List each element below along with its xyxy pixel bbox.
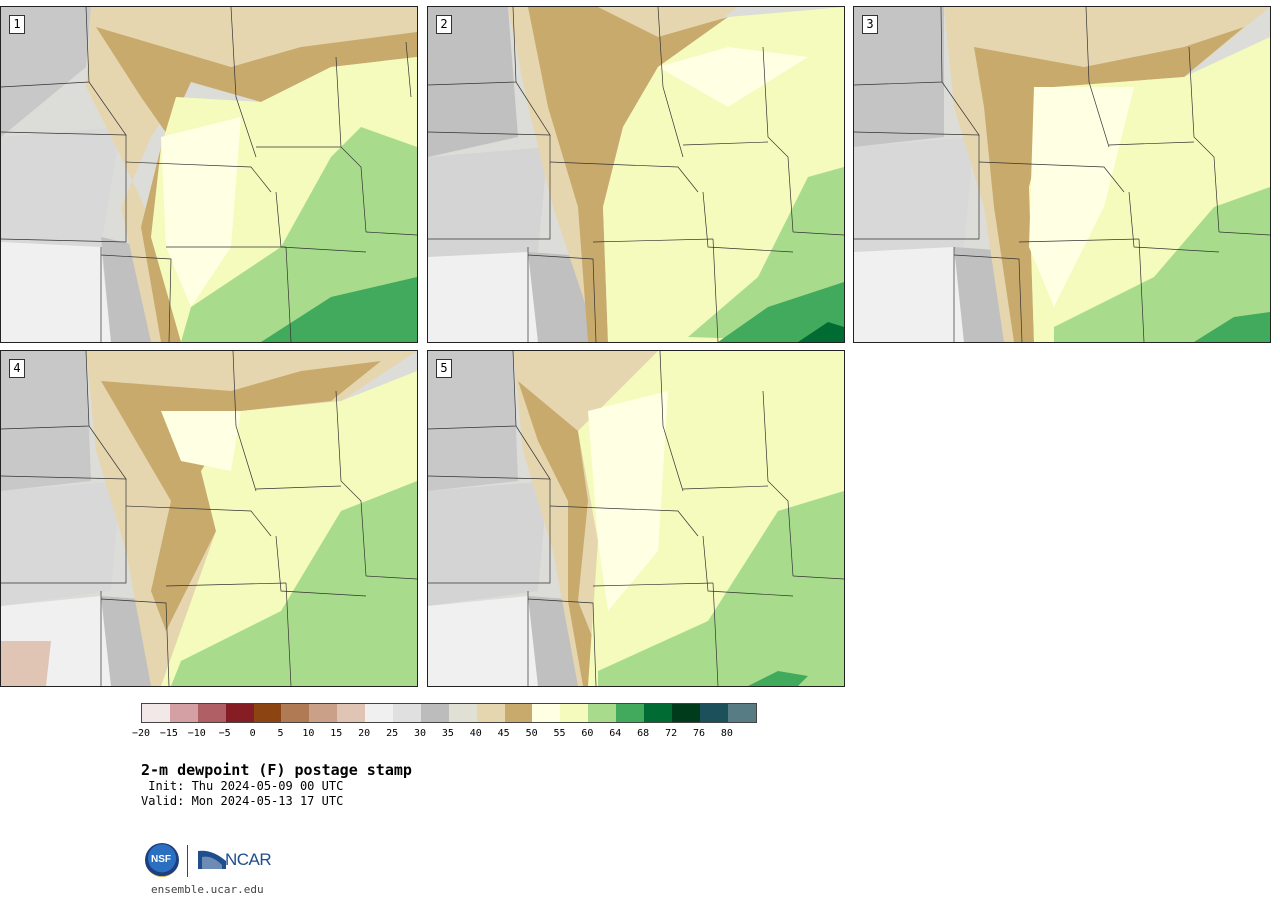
colorbar-tick-label: 68 [637, 728, 650, 739]
colorbar-swatch [309, 704, 338, 722]
colorbar-swatch [337, 704, 366, 722]
colorbar-swatch [644, 704, 672, 722]
site-url: ensemble.ucar.edu [151, 883, 264, 896]
colorbar-tick-label: 20 [358, 728, 371, 739]
dewpoint-map-2 [428, 7, 844, 342]
colorbar-tick-label: 15 [330, 728, 343, 739]
ncar-logo-icon [198, 850, 226, 869]
dewpoint-map-5 [428, 351, 844, 686]
logo-divider [187, 845, 188, 877]
colorbar-tick-label: 5 [277, 728, 284, 739]
colorbar-swatch [393, 704, 421, 722]
colorbar-swatch [142, 704, 170, 722]
postage-stamp-panel-4: 4 [0, 350, 418, 687]
postage-stamp-panel-5: 5 [427, 350, 845, 687]
colorbar-swatch [169, 704, 198, 722]
colorbar-swatch [588, 704, 617, 722]
panel-number: 2 [436, 15, 452, 34]
colorbar-tick-label: 0 [249, 728, 256, 739]
dewpoint-map-3 [854, 7, 1270, 342]
colorbar-tick-label: 60 [581, 728, 594, 739]
dewpoint-map-4 [1, 351, 417, 686]
colorbar-swatch [671, 704, 700, 722]
colorbar-tick-label: 45 [497, 728, 510, 739]
panel-number: 4 [9, 359, 25, 378]
ncar-logo-text: NCAR [225, 850, 272, 869]
colorbar-tick-label: 55 [553, 728, 566, 739]
colorbar-swatch [699, 704, 728, 722]
colorbar-tick-label: 64 [609, 728, 622, 739]
valid-time: Valid: Mon 2024-05-13 17 UTC [141, 794, 344, 808]
colorbar-swatch [420, 704, 449, 722]
colorbar-tick-label: −5 [218, 728, 231, 739]
colorbar-tick-label: 35 [441, 728, 454, 739]
colorbar-swatch [281, 704, 310, 722]
postage-stamp-panel-2: 2 [427, 6, 845, 343]
colorbar-swatch [365, 704, 394, 722]
colorbar-swatch [476, 704, 505, 722]
colorbar-swatch [504, 704, 533, 722]
init-time: Init: Thu 2024-05-09 00 UTC [141, 779, 344, 793]
colorbar-tick-label: 25 [386, 728, 399, 739]
colorbar-swatch [616, 704, 645, 722]
panel-number: 5 [436, 359, 452, 378]
postage-stamp-panel-1: 1 [0, 6, 418, 343]
panel-number: 1 [9, 15, 25, 34]
colorbar-tick-label: 50 [525, 728, 538, 739]
colorbar-swatch [560, 704, 589, 722]
colorbar-swatch [448, 704, 477, 722]
colorbar-tick-label: −15 [159, 728, 178, 739]
colorbar-swatch [253, 704, 282, 722]
colorbar-swatch [225, 704, 254, 722]
colorbar-swatch [197, 704, 226, 722]
nsf-logo: NSF [145, 843, 179, 877]
nsf-logo-text: NSF [151, 854, 171, 865]
colorbar-swatch [727, 704, 756, 722]
panel-number: 3 [862, 15, 878, 34]
colorbar-tick-label: −10 [187, 728, 206, 739]
colorbar-tick-label: 76 [692, 728, 706, 739]
colorbar-tick-labels: −20 −15 −10 −5 0 5 10 15 20 25 30 35 40 45 50 55 60 64 68 7… [132, 728, 761, 742]
colorbar-swatch [532, 704, 561, 722]
colorbar-tick-label: 30 [413, 728, 427, 739]
colorbar-tick-label: 10 [302, 728, 315, 739]
colorbar-tick-label: 40 [469, 728, 482, 739]
map-title: 2-m dewpoint (F) postage stamp [141, 761, 412, 779]
colorbar-tick-label: −20 [131, 728, 151, 739]
colorbar-tick-label: 80 [720, 728, 733, 739]
dewpoint-map-1 [1, 7, 417, 342]
dewpoint-colorbar [141, 703, 757, 723]
postage-stamp-panel-3: 3 [853, 6, 1271, 343]
colorbar-tick-label: 72 [665, 728, 678, 739]
